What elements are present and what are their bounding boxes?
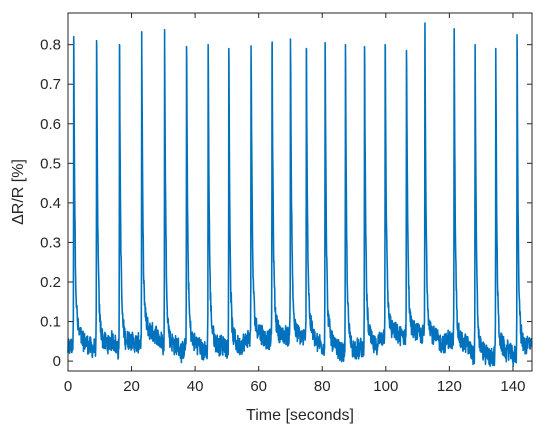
y-tick-label: 0.4 bbox=[40, 195, 61, 212]
y-axis-label: ΔR/R [%] bbox=[10, 159, 27, 225]
y-tick-label: 0.5 bbox=[40, 155, 61, 172]
series-line bbox=[67, 22, 533, 367]
y-tick-label: 0.1 bbox=[40, 314, 61, 331]
plot-area bbox=[68, 13, 532, 371]
axes-box bbox=[67, 12, 533, 372]
x-tick-label: 120 bbox=[437, 378, 462, 395]
axes-layer bbox=[67, 12, 533, 372]
y-tick-label: 0 bbox=[53, 353, 61, 370]
y-tick-label: 0.8 bbox=[40, 37, 61, 54]
x-tick-label: 0 bbox=[64, 378, 72, 395]
x-tick-label: 60 bbox=[250, 378, 267, 395]
series-layer bbox=[67, 22, 533, 367]
x-tick-label: 140 bbox=[500, 378, 525, 395]
x-tick-label: 100 bbox=[373, 378, 398, 395]
x-tick-label: 80 bbox=[314, 378, 331, 395]
y-tick-label: 0.7 bbox=[40, 76, 61, 93]
y-tick-label: 0.6 bbox=[40, 116, 61, 133]
x-axis-label: Time [seconds] bbox=[246, 407, 354, 424]
y-tick-label: 0.2 bbox=[40, 274, 61, 291]
x-tick-label: 40 bbox=[187, 378, 204, 395]
y-tick-label: 0.3 bbox=[40, 234, 61, 251]
ticks-layer: 0 20 40 60 80 100 120 140 0 0.1 0.2 0.3 0.4 0.5 0.6 0.7… bbox=[40, 13, 532, 395]
x-tick-label: 20 bbox=[123, 378, 140, 395]
